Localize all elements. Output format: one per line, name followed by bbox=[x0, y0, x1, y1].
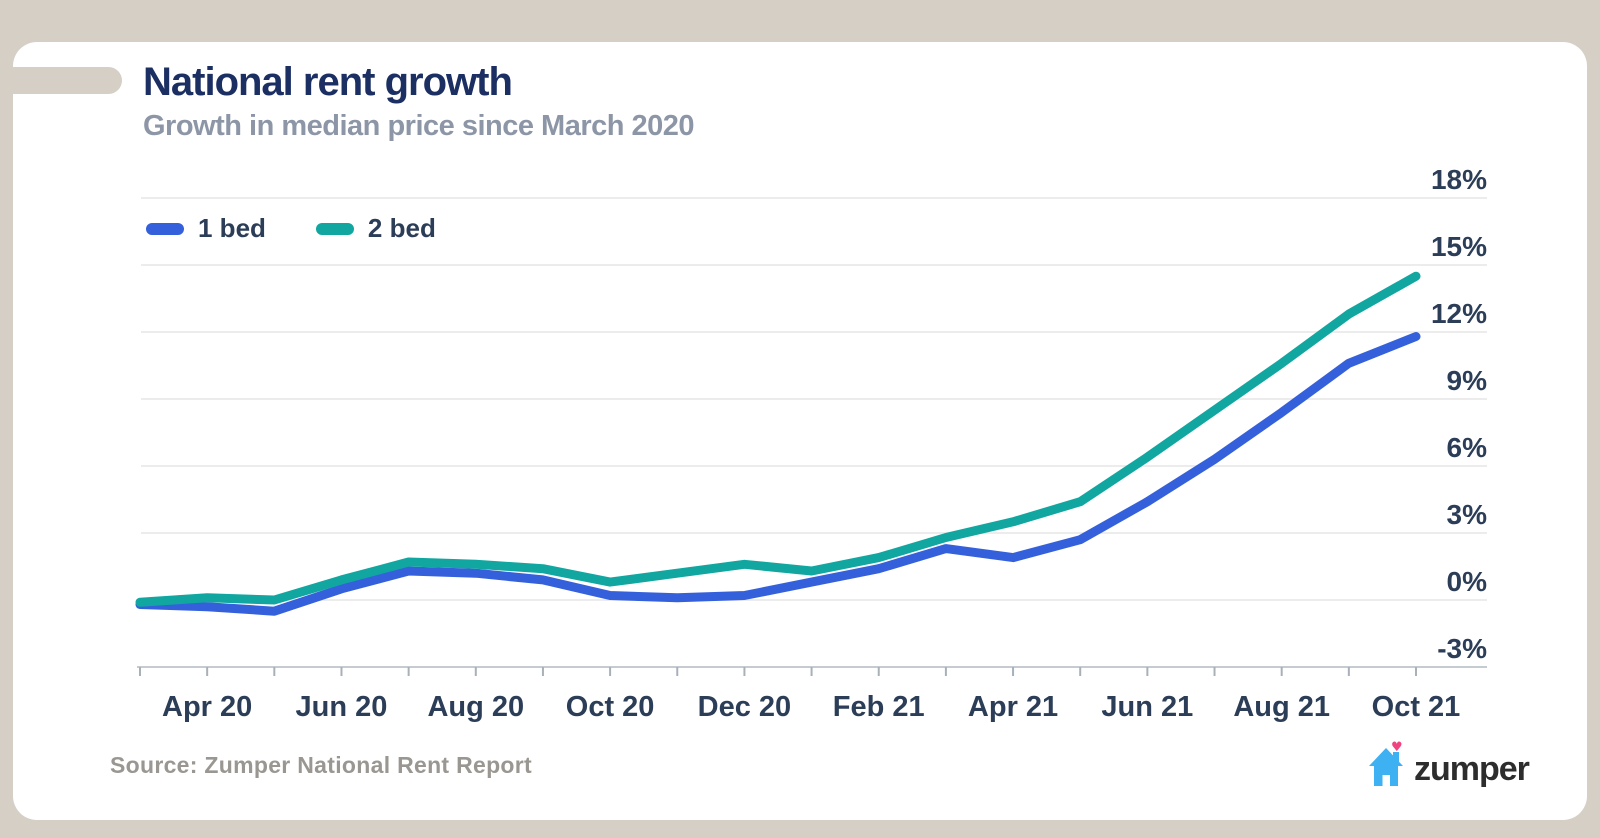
zumper-house-icon: ♥ bbox=[1369, 740, 1403, 786]
x-axis-label: Apr 21 bbox=[968, 691, 1058, 723]
page-subtitle: Growth in median price since March 2020 bbox=[143, 110, 695, 142]
x-axis-label: Feb 21 bbox=[833, 691, 925, 723]
y-axis-label: 15% bbox=[1431, 231, 1487, 262]
chart-legend: 1 bed 2 bed bbox=[146, 213, 436, 244]
zumper-wordmark: zumper bbox=[1414, 750, 1530, 788]
x-axis-label: Aug 20 bbox=[427, 691, 524, 723]
y-axis-label: 0% bbox=[1447, 566, 1488, 597]
zumper-logo: ♥ zumper bbox=[1366, 740, 1530, 788]
x-axis-label: Apr 20 bbox=[162, 691, 252, 723]
series-line-1-bed bbox=[135, 332, 1421, 616]
accent-tab bbox=[0, 67, 122, 94]
house-body bbox=[1369, 748, 1403, 786]
y-axis-label: 3% bbox=[1447, 499, 1488, 530]
series-line-2-bed bbox=[135, 271, 1421, 607]
legend-item-1bed: 1 bed bbox=[146, 213, 266, 244]
x-axis-label: Jun 20 bbox=[296, 691, 388, 723]
y-axis-label: 9% bbox=[1447, 365, 1488, 396]
legend-item-2bed: 2 bed bbox=[315, 213, 436, 244]
x-axis-label: Oct 20 bbox=[566, 691, 655, 723]
x-axis-label: Jun 21 bbox=[1101, 691, 1193, 723]
y-axis-label: 18% bbox=[1431, 164, 1487, 195]
page-title: National rent growth bbox=[143, 60, 513, 104]
source-note: Source: Zumper National Rent Report bbox=[110, 752, 532, 778]
house-chimney bbox=[1393, 752, 1399, 762]
house-door bbox=[1382, 775, 1390, 786]
y-axis-label: 12% bbox=[1431, 298, 1487, 329]
legend-label-2bed: 2 bed bbox=[367, 213, 436, 243]
legend-label-1bed: 1 bed bbox=[198, 213, 266, 243]
heart-icon: ♥ bbox=[1391, 740, 1403, 755]
legend-swatch-1bed bbox=[146, 222, 184, 235]
y-axis-label: 6% bbox=[1447, 432, 1488, 463]
x-axis-label: Dec 20 bbox=[698, 691, 792, 723]
y-axis-label: -3% bbox=[1437, 633, 1487, 664]
chart-card bbox=[13, 42, 1587, 820]
x-axis-label: Aug 21 bbox=[1233, 691, 1330, 723]
x-axis-label: Oct 21 bbox=[1372, 691, 1461, 723]
legend-swatch-2bed bbox=[315, 222, 354, 235]
